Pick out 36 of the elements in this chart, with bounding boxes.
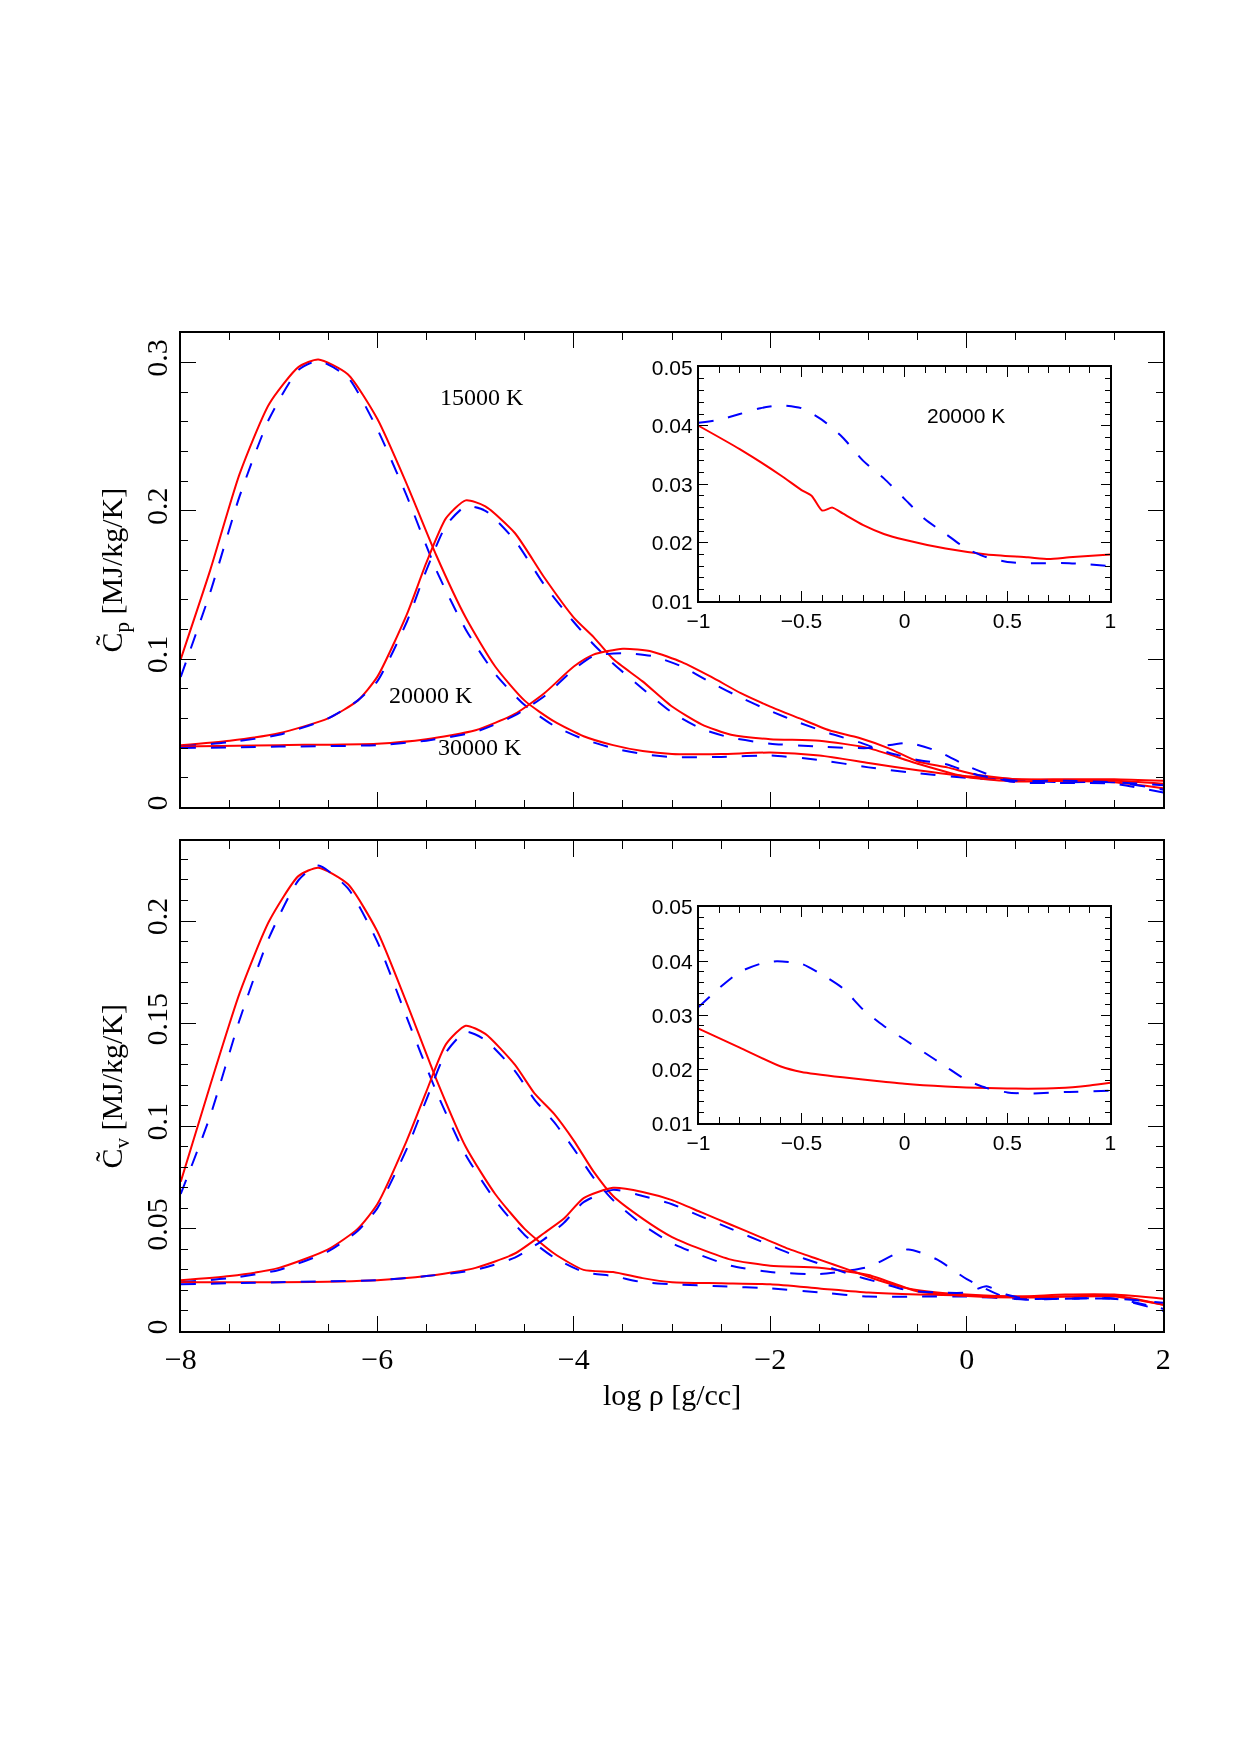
y-tick-label: 0.05 [140, 1198, 173, 1251]
y-tick-label: 0.2 [140, 897, 173, 936]
y-tick-label: 0.3 [140, 339, 173, 377]
annotation: 20000 K [389, 682, 473, 708]
y-tick-label: 0.2 [140, 487, 173, 525]
x-tick-label: −6 [361, 1342, 394, 1376]
x-tick-label: −0.5 [780, 609, 823, 633]
x-tick-label: −4 [557, 1342, 590, 1376]
annotation: 15000 K [440, 384, 524, 410]
annotation: 30000 K [438, 734, 522, 760]
y-tick-label: 0.03 [651, 1003, 693, 1027]
x-axis-title: log ρ [g/cc] [602, 1378, 742, 1412]
x-tick-label: 0.5 [992, 609, 1023, 633]
y-tick-label: 0.04 [651, 414, 693, 438]
y-tick-label: 0.05 [651, 895, 693, 919]
y-tick-label: 0.02 [651, 531, 693, 555]
y-tick-label: 0.1 [140, 635, 173, 674]
y-tick-label: 0.15 [140, 992, 173, 1046]
x-tick-label: 0.5 [992, 1131, 1023, 1155]
x-tick-label: 2 [1155, 1342, 1171, 1376]
x-tick-label: −2 [754, 1342, 787, 1376]
y-tick-label: 0.02 [651, 1057, 693, 1081]
y-tick-label: 0 [140, 795, 173, 811]
y-tick-label: 0.04 [651, 949, 693, 973]
y-tick-label: 0.05 [651, 355, 693, 379]
x-tick-label: −8 [164, 1342, 197, 1376]
x-tick-label: 0 [898, 609, 911, 633]
x-tick-label: 0 [959, 1342, 975, 1376]
y-tick-label: 0.1 [140, 1103, 173, 1141]
y-tick-label: 0 [140, 1319, 173, 1335]
x-tick-label: 0 [898, 1131, 911, 1155]
x-tick-label: 1 [1104, 609, 1117, 633]
x-tick-label: −0.5 [780, 1131, 823, 1155]
x-tick-label: 1 [1104, 1131, 1117, 1155]
annotation: 20000 K [927, 404, 1006, 427]
y-tick-label: 0.03 [651, 472, 693, 496]
